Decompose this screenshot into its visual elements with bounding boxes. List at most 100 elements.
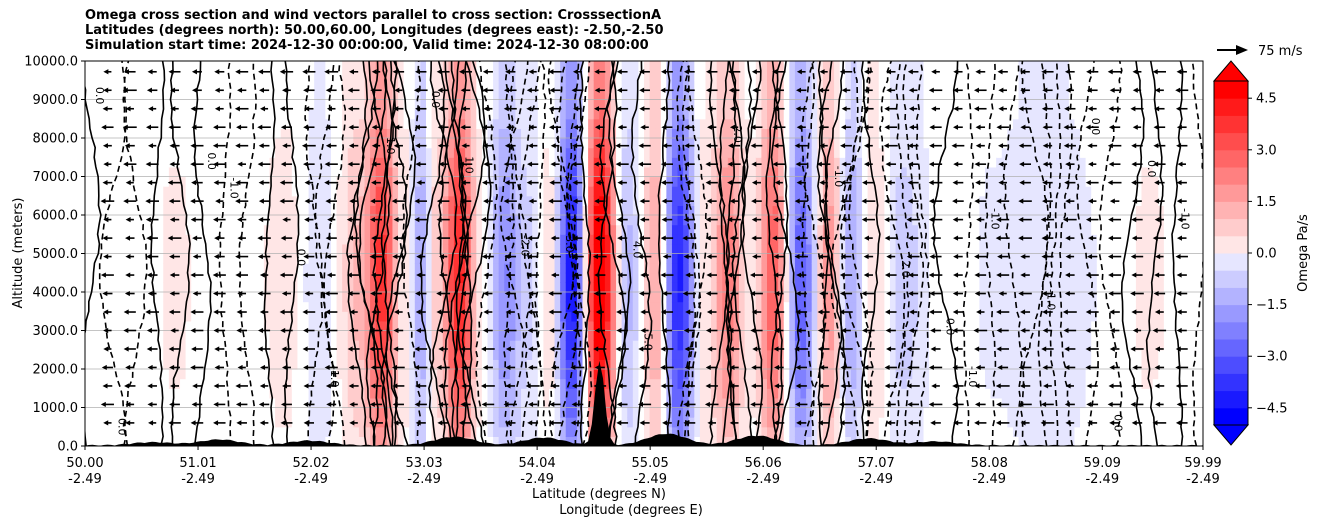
- omega-cell: [604, 176, 612, 187]
- omega-cell: [101, 369, 108, 380]
- omega-cell: [269, 118, 276, 129]
- omega-cell: [230, 263, 237, 274]
- omega-cell: [616, 436, 623, 446]
- omega-cell: [275, 138, 282, 149]
- omega-cell: [163, 89, 170, 101]
- omega-cell: [118, 138, 125, 149]
- omega-cell: [532, 224, 539, 235]
- omega-cell: [85, 176, 92, 187]
- omega-cell: [493, 70, 500, 81]
- omega-cell: [303, 340, 310, 351]
- omega-cell: [722, 320, 729, 332]
- omega-cell: [163, 340, 170, 351]
- omega-cell: [425, 243, 433, 255]
- omega-cell: [744, 263, 751, 274]
- omega-cell: [342, 166, 349, 178]
- omega-cell: [174, 224, 181, 235]
- omega-cell: [576, 147, 584, 158]
- omega-cell: [319, 436, 326, 446]
- omega-cell: [565, 311, 572, 322]
- omega-cell: [588, 330, 595, 341]
- omega-cell: [543, 349, 550, 360]
- omega-cell: [347, 253, 354, 264]
- omega-cell: [683, 301, 690, 312]
- omega-cell: [375, 263, 382, 274]
- omega-cell: [722, 186, 729, 197]
- omega-cell: [727, 243, 735, 255]
- omega-cell: [152, 243, 159, 255]
- omega-cell: [224, 70, 231, 81]
- omega-cell: [224, 195, 231, 206]
- omega-cell: [247, 195, 254, 206]
- omega-cell: [671, 215, 679, 226]
- omega-cell: [112, 282, 120, 293]
- omega-cell: [666, 224, 673, 235]
- omega-cell: [275, 320, 282, 332]
- omega-cell: [230, 282, 237, 293]
- omega-cell: [694, 340, 701, 351]
- omega-cell: [303, 109, 310, 120]
- omega-cell: [599, 99, 606, 110]
- omega-cell: [163, 147, 170, 158]
- omega-cell: [565, 320, 572, 332]
- omega-cell: [381, 224, 388, 235]
- omega-cell: [560, 340, 567, 351]
- omega-cell: [750, 157, 757, 168]
- omega-cell: [207, 243, 215, 255]
- omega-cell: [96, 301, 103, 312]
- omega-cell: [275, 89, 282, 101]
- omega-cell: [733, 118, 740, 129]
- omega-cell: [677, 147, 684, 158]
- omega-cell: [448, 89, 455, 101]
- omega-cell: [96, 157, 103, 168]
- omega-cell: [772, 243, 779, 255]
- omega-cell: [515, 426, 522, 437]
- omega-cell: [386, 378, 394, 389]
- omega-cell: [107, 311, 114, 322]
- omega-cell: [582, 397, 589, 409]
- omega-cell: [241, 89, 248, 101]
- omega-cell: [593, 234, 600, 245]
- omega-cell: [152, 330, 159, 341]
- omega-cell: [543, 70, 550, 81]
- omega-cell: [168, 378, 176, 389]
- omega-cell: [448, 369, 455, 380]
- omega-cell: [319, 61, 326, 72]
- omega-cell: [588, 157, 595, 168]
- omega-cell: [739, 407, 746, 418]
- omega-cell: [297, 147, 304, 158]
- omega-cell: [481, 330, 489, 341]
- omega-cell: [772, 166, 779, 178]
- omega-cell: [727, 147, 735, 158]
- omega-cell: [593, 340, 600, 351]
- omega-cell: [644, 128, 651, 139]
- omega-cell: [241, 205, 248, 216]
- omega-cell: [599, 147, 606, 158]
- omega-cell: [213, 263, 220, 274]
- omega-cell: [554, 359, 561, 370]
- omega-cell: [90, 176, 97, 187]
- omega-cell: [174, 138, 181, 149]
- omega-cell: [688, 292, 695, 303]
- omega-cell: [230, 407, 237, 418]
- omega-cell: [660, 224, 667, 235]
- omega-cell: [694, 359, 701, 370]
- omega-cell: [722, 388, 729, 399]
- omega-cell: [414, 128, 421, 139]
- omega-cell: [442, 320, 449, 332]
- omega-cell: [358, 186, 366, 197]
- omega-cell: [185, 99, 192, 110]
- omega-cell: [325, 369, 332, 380]
- omega-cell: [207, 359, 215, 370]
- omega-cell: [241, 234, 248, 245]
- omega-cell: [621, 349, 628, 360]
- omega-cell: [364, 292, 371, 303]
- omega-cell: [414, 407, 421, 418]
- omega-cell: [112, 426, 120, 437]
- omega-cell: [291, 426, 299, 437]
- omega-cell: [392, 118, 399, 129]
- omega-cell: [263, 70, 271, 81]
- omega-cell: [140, 61, 148, 72]
- omega-cell: [353, 99, 360, 110]
- omega-cell: [459, 70, 466, 81]
